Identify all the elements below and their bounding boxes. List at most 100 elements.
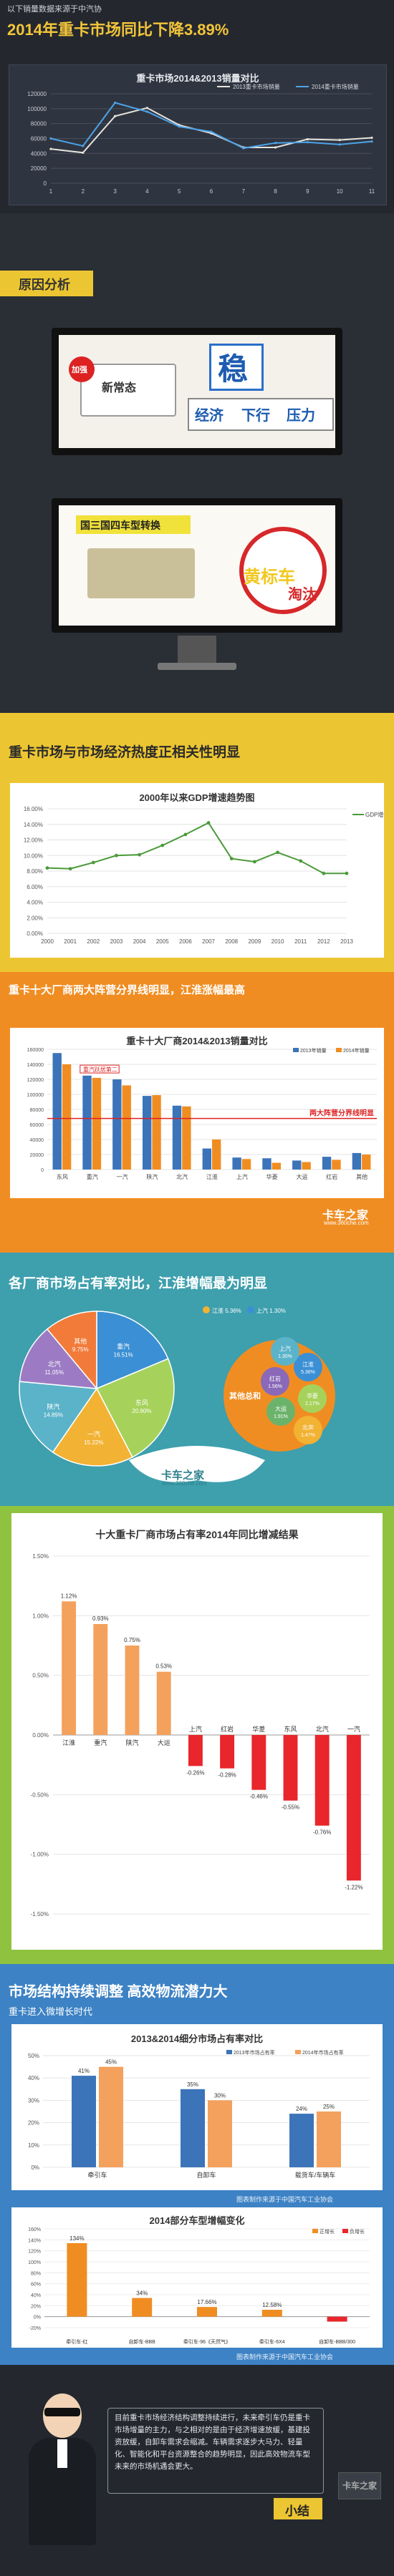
x-tick-label: 江淮 (206, 1173, 218, 1180)
x-tick-label: 大运 (296, 1173, 307, 1180)
y-tick-label: 40% (28, 2075, 39, 2081)
series-line (50, 102, 373, 150)
data-label: 0.75% (124, 1637, 140, 1643)
bar (93, 1624, 108, 1735)
y-tick-label: 20% (31, 2304, 41, 2309)
others-title: 其他总和 (229, 1391, 261, 1401)
bar (272, 1162, 282, 1170)
data-label: -0.55% (282, 1804, 299, 1811)
data-label: 30% (214, 2092, 226, 2099)
x-tick-label: 10 (337, 188, 343, 195)
y-tick-label: 20000 (31, 165, 47, 172)
slice-value: 14.89% (44, 1411, 63, 1418)
data-point (82, 145, 85, 147)
section-top10: 重卡十大厂商两大阵营分界线明显，江淮涨幅最高 重卡十大厂商2014&2013销量… (0, 972, 394, 1253)
others-value: 1.30% (278, 1354, 292, 1359)
bar (241, 1159, 251, 1170)
photo-emission: 国三国四车型转换 黄标车 淘汰 (59, 505, 335, 626)
data-source-note: 以下销量数据来源于中汽协 (7, 5, 102, 14)
y-tick-label: 140000 (27, 1063, 44, 1068)
stamp-label-2: 淘汰 (288, 587, 317, 603)
y-tick-label: 120000 (27, 91, 47, 97)
x-tick-label: 2002 (87, 938, 100, 945)
x-tick-label: 重汽 (94, 1739, 107, 1746)
chart-credit-1: 图表制作来源于中国汽车工业协会 (236, 2196, 334, 2203)
x-tick-label: 2013 (340, 938, 353, 945)
brand-logo: 卡车之家 (322, 1210, 369, 1222)
data-point (252, 860, 256, 864)
data-label: -0.28% (218, 1772, 236, 1779)
y-tick-label: 100000 (27, 106, 47, 112)
bar (122, 1085, 131, 1170)
x-tick-label: 11 (369, 188, 375, 195)
bar (212, 1139, 221, 1170)
data-label: 1.12% (61, 1593, 77, 1599)
x-tick-label: 8 (274, 188, 277, 195)
data-label: 0.93% (92, 1615, 109, 1622)
bar (181, 2089, 205, 2167)
data-point (114, 101, 117, 105)
x-tick-label: 其他 (356, 1173, 367, 1180)
change-chart-title: 十大重卡厂商市场占有率2014年同比增减结果 (95, 1529, 299, 1540)
bar (82, 1075, 92, 1170)
model-bar-chart: -20% 0% 20% 40% 60% 80% 100% 120% 140% 160% 134% 牵引… (28, 2227, 370, 2345)
y-tick-label: 140% (28, 2238, 41, 2243)
y-tick-label: 160% (28, 2227, 41, 2232)
chart-title: 重卡市场2014&2013销量对比 (136, 73, 259, 84)
y-tick-label: 60000 (31, 136, 47, 142)
section-market-share: 各厂商市场占有率对比，江淮增幅最为明显 重汽 16.51% 东风 20.90% 一汽 15… (0, 1253, 394, 1506)
legend-swatch (312, 2229, 318, 2233)
data-label: -0.26% (186, 1769, 204, 1776)
divider-label: 两大阵营分界线明显 (309, 1109, 374, 1118)
y-tick-label: 10.00% (24, 852, 43, 859)
legend-swatch (295, 2050, 301, 2054)
slice-value: 9.75% (72, 1346, 89, 1353)
y-tick-label: 0% (31, 2164, 39, 2171)
y-tick-label: 0.50% (32, 1673, 49, 1679)
data-label: 17.66% (197, 2299, 216, 2305)
y-tick-label: 40000 (31, 150, 47, 157)
reason-tag (0, 271, 93, 296)
legend-label: 上汽 1.30% (256, 1307, 286, 1314)
y-tick-label: 50% (28, 2053, 39, 2059)
badge-label: 加强 (72, 366, 87, 374)
sales-line-chart-panel: 重卡市场2014&2013销量对比 0 20000 40000 60000 80000 1… (9, 64, 387, 205)
new-normal-label: 新常态 (102, 382, 137, 394)
x-tick-label: 一汽 (347, 1725, 360, 1733)
y-tick-label: 80000 (31, 121, 47, 127)
segment-bar-chart: 0% 10% 20% 30% 40% 50% 41% 45% 牵引车 35% 30% 自卸车 24% 25… (28, 2049, 370, 2179)
data-point (49, 137, 52, 140)
stability-sign (209, 344, 264, 391)
legend-swatch (336, 1048, 342, 1052)
others-bubble (261, 1367, 289, 1396)
legend-dot (247, 1306, 254, 1313)
y-tick-label: 160000 (27, 1048, 44, 1053)
y-tick-label: 8.00% (27, 868, 43, 875)
data-point (145, 110, 148, 113)
data-point (370, 136, 373, 140)
x-tick-label: 陕汽 (146, 1173, 158, 1180)
legend-label: 2014年销量 (343, 1047, 370, 1054)
badge-red (69, 356, 95, 382)
data-label: 25% (323, 2104, 335, 2110)
bar (142, 1096, 152, 1170)
data-label: -0.76% (313, 1829, 331, 1836)
data-point (338, 143, 341, 146)
stamp-label: 黄标车 (244, 568, 295, 587)
bar (302, 1162, 311, 1170)
data-point (206, 821, 211, 825)
data-point (306, 137, 309, 141)
y-tick-label: 0% (34, 2315, 41, 2320)
bar (132, 2298, 153, 2317)
others-value: 2.17% (305, 1401, 319, 1406)
section-summary: 目前重卡市场经济结构调整持续进行，未来牵引车仍是重卡市场增量的主力，与之相对的是… (0, 2365, 394, 2576)
structure-heading: 市场结构持续调整 高效物流潜力大 (9, 1984, 228, 2000)
y-tick-label: 10% (28, 2142, 39, 2149)
y-tick-label: 14.00% (24, 822, 43, 828)
summary-text: 目前重卡市场经济结构调整持续进行，未来牵引车仍是重卡市场增量的主力，与之相对的是… (115, 2414, 310, 2471)
bar (251, 1735, 266, 1790)
y-tick-label: 80000 (30, 1108, 44, 1113)
data-point (115, 853, 118, 857)
x-tick-label: 3 (113, 188, 117, 195)
bar (92, 1077, 102, 1170)
